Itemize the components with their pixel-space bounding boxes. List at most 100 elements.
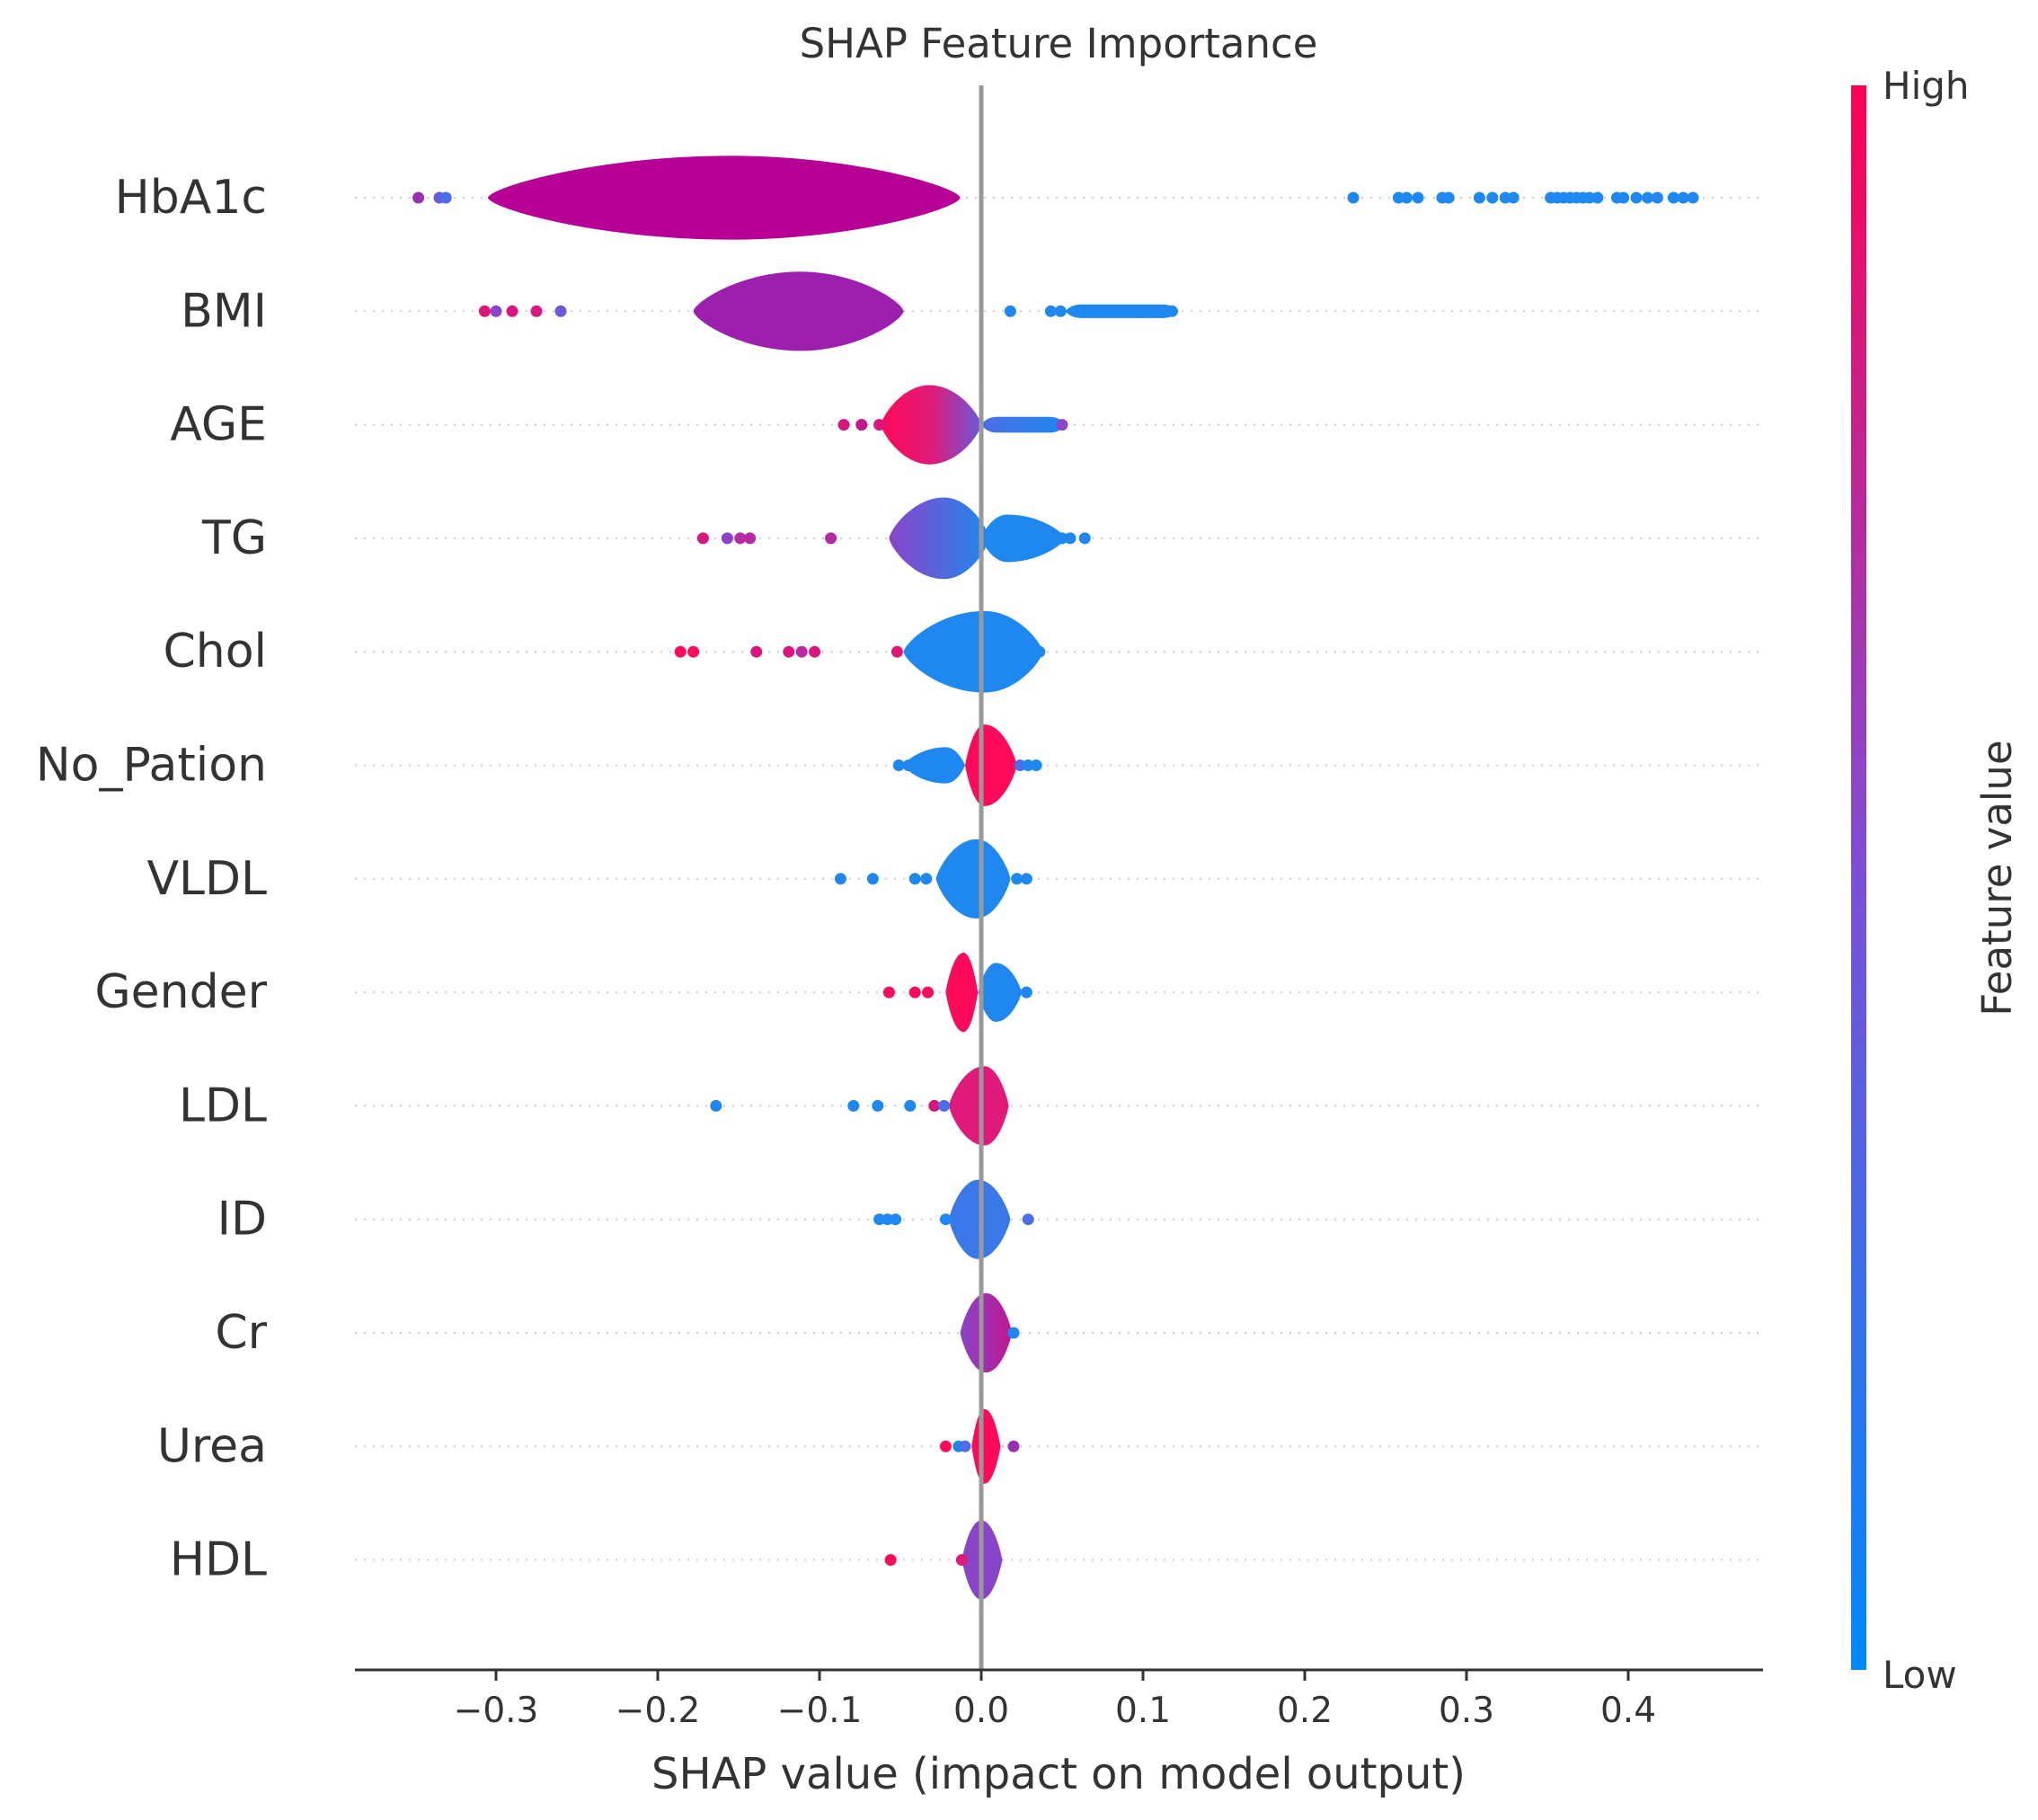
feature-row-cr: Cr [215,1292,1763,1373]
shap-point [1056,532,1068,545]
shap-point [1591,191,1604,204]
shap-point [884,1554,897,1567]
shap-point [837,419,850,431]
shap-point [506,305,518,317]
violin-shape [960,1292,1013,1373]
violin-shape [903,747,965,784]
shap-point [750,645,763,658]
shap-point [1078,532,1091,545]
feature-label: Cr [215,1306,267,1360]
shap-point [478,305,491,317]
shap-point [834,873,846,885]
shap-point [1499,191,1511,204]
feature-row-bmi: BMI [181,271,1763,351]
shap-point [1642,191,1654,204]
shap-point [1020,873,1032,885]
shap-point [1507,191,1520,204]
shap-point [795,645,808,658]
feature-label: LDL [179,1079,267,1132]
violin-shape [971,1408,1001,1484]
shap-point [1677,191,1689,204]
shap-point [674,645,687,658]
shap-point [955,1554,968,1567]
feature-label: TG [201,511,267,565]
x-tick-label: 0.2 [1277,1691,1333,1731]
shap-point [1030,759,1042,771]
shap-point [902,759,915,771]
x-tick-label: 0.4 [1600,1691,1656,1731]
violin-shape [903,610,1043,693]
shap-point [1064,532,1077,545]
violin-shape [945,953,979,1033]
feature-label: VLDL [146,852,267,906]
shap-point [847,1099,860,1112]
shap-point [1667,191,1679,204]
shap-point [439,191,452,204]
shap-point [873,1213,886,1226]
shap-point [1054,305,1067,317]
shap-point [490,305,502,317]
feature-row-id: ID [217,1179,1763,1259]
shap-point [412,191,425,204]
shap-point [825,532,837,545]
shap-point [710,1099,722,1112]
x-tick-label: −0.1 [777,1691,863,1731]
shap-point [1033,645,1046,658]
violin-shape [981,416,1066,433]
shap-point [687,645,700,658]
feature-label: Urea [157,1419,267,1473]
colorbar [1851,85,1866,1670]
shap-point [1442,191,1455,204]
shap-point [1486,191,1499,204]
shap-point [783,645,795,658]
shap-point [1630,191,1643,204]
feature-row-hba1c: HbA1c [115,155,1763,240]
shap-point [1412,191,1424,204]
x-tick-label: 0.3 [1439,1691,1494,1731]
shap-point [1011,873,1023,885]
shap-point [908,986,921,999]
feature-label: Gender [94,965,267,1019]
feature-row-tg: TG [201,497,1763,580]
feature-row-gender: Gender [94,953,1763,1033]
shap-point [1022,759,1034,771]
feature-label: No_Pation [36,739,267,793]
feature-row-urea: Urea [157,1408,1763,1484]
shap-point [1347,191,1360,204]
shap-point [554,305,567,317]
feature-row-vldl: VLDL [146,839,1763,919]
feature-row-hdl: HDL [170,1520,1763,1600]
shap-point [866,873,879,885]
shap-point [1007,1327,1020,1339]
shap-point [1020,986,1032,999]
shap-point [873,419,886,431]
feature-label: HbA1c [115,171,267,225]
shap-point [928,1099,941,1112]
feature-row-chol: Chol [163,610,1763,693]
shap-point [939,1213,952,1226]
violin-shape [488,155,961,240]
shap-point [744,532,757,545]
violin-shape [1065,304,1179,318]
x-tick-label: −0.3 [454,1691,539,1731]
shap-point [1014,759,1026,771]
shap-point [855,419,868,431]
shap-point [959,1440,971,1452]
x-axis-ticks: −0.3 −0.2 −0.1 0.0 0.1 0.2 0.3 0.4 [454,1670,1656,1731]
shap-point [721,532,733,545]
x-tick-label: −0.2 [616,1691,701,1731]
violin-shape [949,1066,1009,1146]
feature-row-ldl: LDL [179,1066,1763,1146]
shap-point [908,873,921,885]
shap-point [530,305,543,317]
shap-point [1687,191,1699,204]
feature-row-age: AGE [170,385,1763,465]
feature-label: HDL [170,1533,267,1587]
shap-point [1392,191,1404,204]
shap-point [904,1099,917,1112]
colorbar-high-label: High [1883,64,1970,108]
feature-rows: HbA1c BMI AGE TG Chol No_Pation VLDL Gender LDL I… [36,155,1763,1600]
violin-shape [889,497,989,580]
feature-row-no-pation: No_Pation [36,724,1763,806]
